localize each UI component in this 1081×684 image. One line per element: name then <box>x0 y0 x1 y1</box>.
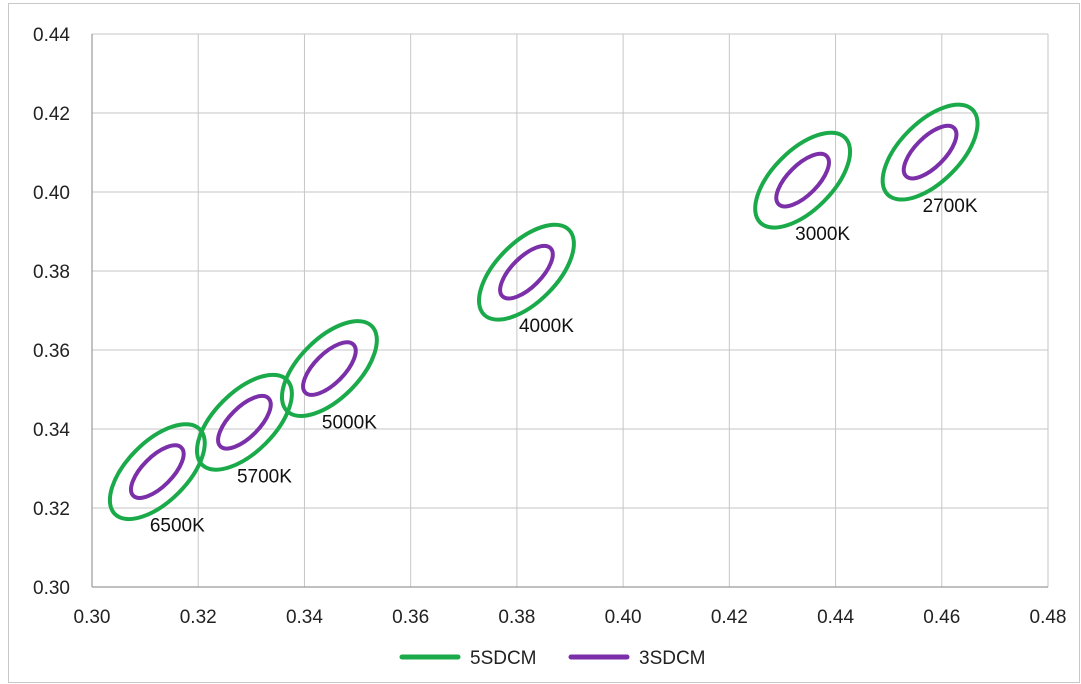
ellipse-3sdcm <box>301 340 358 397</box>
x-tick-label: 0.38 <box>498 607 535 628</box>
x-tick-label: 0.32 <box>180 607 217 628</box>
legend-label: 3SDCM <box>639 648 706 669</box>
y-tick-label: 0.32 <box>33 499 70 520</box>
chart-frame <box>8 3 1080 683</box>
y-tick-label: 0.38 <box>33 262 70 283</box>
ellipse-5sdcm <box>279 319 379 418</box>
y-tick-label: 0.40 <box>33 183 70 204</box>
ellipse-3sdcm <box>901 123 959 181</box>
axes: 0.30 0.32 0.34 0.36 0.38 0.40 0.42 0.44 0.46 0.48… <box>33 25 1066 628</box>
ellipses <box>107 102 980 522</box>
y-tick-label: 0.36 <box>33 341 70 362</box>
ellipse-3sdcm <box>774 151 831 209</box>
cct-label: 3000K <box>795 224 850 245</box>
ellipse-5sdcm <box>477 222 576 322</box>
x-tick-label: 0.48 <box>1030 607 1067 628</box>
x-tick-label: 0.42 <box>711 607 748 628</box>
cct-label: 5700K <box>237 466 292 487</box>
ellipse-3sdcm <box>216 394 273 451</box>
y-tick-label: 0.44 <box>33 25 70 46</box>
ellipse-5sdcm <box>753 130 853 230</box>
x-tick-label: 0.44 <box>817 607 854 628</box>
x-tick-label: 0.40 <box>605 607 642 628</box>
ellipse-5sdcm <box>880 102 980 202</box>
y-tick-label: 0.34 <box>33 420 70 441</box>
cct-label: 5000K <box>322 413 377 434</box>
x-tick-label: 0.34 <box>286 607 323 628</box>
x-tick-label: 0.36 <box>392 607 429 628</box>
ellipse-5sdcm <box>107 422 207 522</box>
y-tick-label: 0.30 <box>33 578 70 599</box>
cct-label: 4000K <box>519 316 574 337</box>
x-tick-label: 0.30 <box>74 607 111 628</box>
grid <box>91 33 1049 588</box>
legend: 5SDCM 3SDCM <box>399 648 706 669</box>
ellipse-3sdcm <box>129 443 186 500</box>
x-tick-label: 0.46 <box>923 607 960 628</box>
legend-label: 5SDCM <box>470 648 537 669</box>
annotations: 6500K 5700K 5000K 4000K 3000K 2700K <box>150 196 978 537</box>
y-tick-label: 0.42 <box>33 104 70 125</box>
ellipse-3sdcm <box>498 243 555 301</box>
cct-label: 2700K <box>923 196 978 217</box>
cct-label: 6500K <box>150 516 205 537</box>
